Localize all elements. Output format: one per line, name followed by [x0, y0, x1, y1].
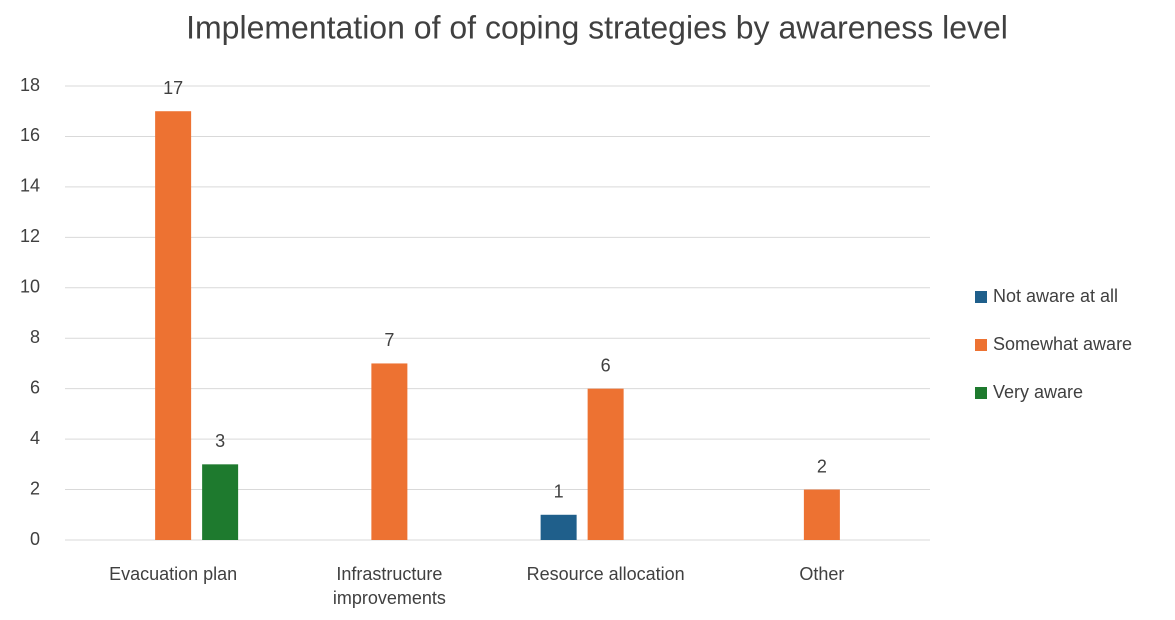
- x-tick-label: Infrastructure improvements: [332, 564, 446, 608]
- y-tick-label: 10: [20, 277, 40, 297]
- y-tick-label: 12: [20, 226, 40, 246]
- legend-swatch: [975, 387, 987, 399]
- x-tick-label: Other: [799, 564, 845, 584]
- legend-label: Somewhat aware: [993, 334, 1132, 354]
- y-tick-label: 8: [30, 327, 40, 347]
- y-tick-label: 14: [20, 176, 40, 196]
- data-label: 1: [554, 482, 564, 502]
- data-label: 17: [163, 78, 183, 98]
- bar: [371, 363, 408, 540]
- bar: [540, 514, 577, 540]
- x-tick-label: Resource allocation: [526, 564, 685, 584]
- y-tick-label: 16: [20, 125, 40, 145]
- x-tick-label: Evacuation plan: [109, 564, 238, 584]
- bar: [587, 388, 624, 540]
- legend-swatch: [975, 291, 987, 303]
- data-label: 7: [384, 330, 394, 350]
- legend-swatch: [975, 339, 987, 351]
- data-label: 6: [601, 355, 611, 375]
- bar: [202, 464, 239, 540]
- legend-label: Very aware: [993, 382, 1083, 402]
- bar: [155, 111, 192, 540]
- bar: [803, 489, 840, 540]
- chart-title: Implementation of of coping strategies b…: [186, 9, 1008, 45]
- y-tick-label: 18: [20, 75, 40, 95]
- y-tick-label: 6: [30, 377, 40, 397]
- y-tick-label: 2: [30, 478, 40, 498]
- y-tick-label: 4: [30, 428, 40, 448]
- data-label: 2: [817, 456, 827, 476]
- legend-label: Not aware at all: [993, 286, 1118, 306]
- data-label: 3: [215, 431, 225, 451]
- y-tick-label: 0: [30, 529, 40, 549]
